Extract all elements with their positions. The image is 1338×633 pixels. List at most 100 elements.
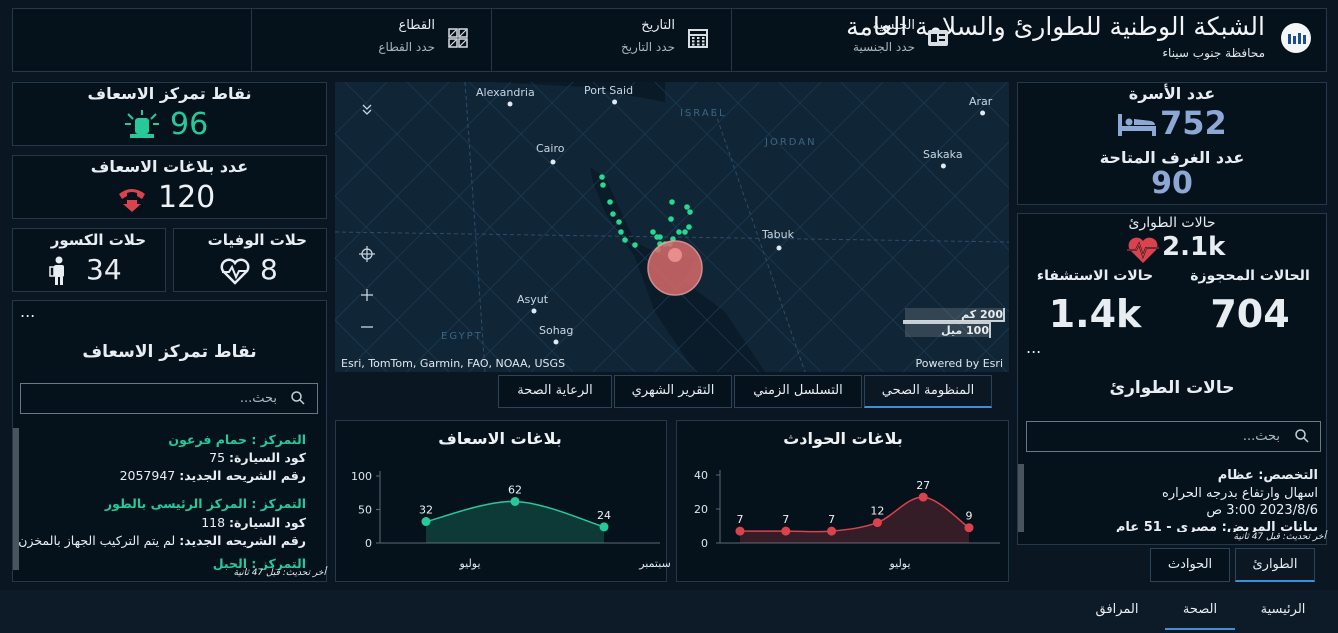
filter-placeholder[interactable]: حدد التاريخ <box>620 40 675 54</box>
filter-label[interactable]: القطاع <box>398 18 435 33</box>
tab-label[interactable]: المنظومة الصحي <box>881 383 975 398</box>
heart-icon <box>1127 237 1159 263</box>
country-label: EGYPT <box>441 331 483 342</box>
tab-label[interactable]: الطوارئ <box>1252 557 1298 572</box>
filter-icon <box>688 29 708 48</box>
map-grid <box>344 82 636 372</box>
station-name[interactable]: التمركز : الحبل <box>212 556 306 570</box>
case-line[interactable]: 2023/8/6 3:00 ص <box>1206 503 1318 518</box>
map-grid <box>840 203 1009 372</box>
nav-item[interactable]: المرافق <box>1082 592 1152 630</box>
menu-dots[interactable]: ... <box>1026 338 1042 357</box>
tab-label[interactable]: الرعاية الصحة <box>517 383 593 398</box>
icon <box>150 113 157 120</box>
icon <box>697 37 700 39</box>
tab-label[interactable]: التسلسل الزمني <box>753 383 843 398</box>
city-dot <box>980 110 986 116</box>
filter-divider <box>251 8 252 72</box>
filter-label[interactable]: الجنسية <box>872 18 915 33</box>
scale-bar <box>903 322 991 338</box>
icon <box>1118 126 1156 131</box>
y-tick-label: 100 <box>351 470 372 483</box>
kpi-value: 704 <box>1210 292 1290 336</box>
station-dot <box>632 242 638 248</box>
tab-label[interactable]: الحوادث <box>1167 557 1213 572</box>
icon <box>448 38 458 48</box>
field-label: كود السيارة: <box>229 515 306 530</box>
nav-item[interactable]: الصحة <box>1165 592 1235 630</box>
y-tick-label: 0 <box>365 537 372 550</box>
icon <box>60 277 63 285</box>
kpi-label: الحالات المحجوزة <box>1190 268 1310 284</box>
case-line[interactable]: بيانات المريض: مصرى - 51 عام <box>1115 520 1318 532</box>
map-grid <box>902 82 1009 189</box>
filter-label[interactable]: التاريخ <box>641 18 675 33</box>
search-placeholder[interactable]: بحث... <box>239 391 277 406</box>
nav-label[interactable]: المرافق <box>1095 602 1139 617</box>
map-grid <box>530 82 822 372</box>
station-dot <box>668 216 674 222</box>
icon <box>362 104 372 110</box>
search-box[interactable]: بحث... <box>20 383 318 414</box>
logo-bar <box>1293 36 1296 44</box>
info-row: كود السيارة: 75 <box>209 450 306 465</box>
scale-bar <box>903 308 1005 322</box>
filter-placeholder[interactable]: حدد القطاع <box>378 40 435 54</box>
city-dot <box>940 163 946 169</box>
icon <box>135 118 149 134</box>
nav-label[interactable]: الصحة <box>1182 602 1218 617</box>
icon <box>692 43 695 46</box>
city-label: Cairo <box>536 142 565 155</box>
icon <box>697 40 700 43</box>
y-tick-label: 50 <box>358 504 372 517</box>
kpi-value: 8 <box>260 253 278 286</box>
map-grid <box>468 82 760 372</box>
icon <box>1127 242 1159 258</box>
nav-label[interactable]: الرئيسية <box>1260 602 1306 617</box>
map: Alexandria Port Said ISRAEL Cairo JORDAN Arar… <box>335 82 1009 372</box>
city-label: Arar <box>969 95 993 108</box>
data-label: 27 <box>916 479 930 492</box>
map-powered: Powered by Esri <box>915 357 1003 370</box>
station-dot <box>599 174 605 180</box>
search-placeholder[interactable]: بحث... <box>1242 429 1280 444</box>
case-line[interactable]: اسهال وارتفاع بدرجه الحراره <box>1162 486 1318 501</box>
station-dot <box>622 237 628 243</box>
icon <box>1128 237 1158 263</box>
tab-label[interactable]: التقرير الشهري <box>631 383 715 398</box>
icon <box>55 277 58 285</box>
field-value: 2057947 <box>119 468 176 483</box>
point <box>781 526 791 536</box>
tab[interactable]: المنظومة الصحي <box>864 375 992 408</box>
tab[interactable]: التقرير الشهري <box>614 375 732 408</box>
filter-placeholder[interactable]: حدد الجنسية <box>853 40 915 54</box>
city-label: Sohag <box>539 324 574 337</box>
tab[interactable]: الطوارئ <box>1235 548 1315 582</box>
chart-panel <box>335 420 667 582</box>
tab[interactable]: التسلسل الزمني <box>734 375 862 408</box>
tab[interactable]: الرعاية الصحة <box>498 375 612 408</box>
scale-label: 100 ميل <box>905 324 989 337</box>
nav-item[interactable]: الرئيسية <box>1243 592 1323 630</box>
x-tick-label: يوليو <box>888 557 910 570</box>
kpi-card <box>1017 82 1327 205</box>
tab[interactable]: الحوادث <box>1150 548 1230 582</box>
map-attribution: Esri, TomTom, Garmin, FAO, NOAA, USGS <box>341 357 566 370</box>
icon <box>222 264 248 280</box>
search-box[interactable]: بحث... <box>1026 421 1321 452</box>
phone-icon <box>119 189 145 212</box>
field-label: رقم الشريحه الجديد: <box>179 533 306 548</box>
station-name[interactable]: التمركز : حمام فرعون <box>168 432 306 447</box>
map-grid <box>778 141 1009 372</box>
kpi-label: نقاط تمركز الاسعاف <box>87 84 252 103</box>
city-label: Sakaka <box>923 148 963 161</box>
kpi-value: 120 <box>158 180 216 215</box>
menu-dots[interactable]: ... <box>20 302 36 321</box>
case-line[interactable]: التخصص: عظام <box>1217 468 1318 483</box>
station-name[interactable]: التمركز : المركز الرئيسى بالطور <box>104 496 306 511</box>
icon <box>449 29 457 37</box>
info-row: رقم الشريحه الجديد: 2057947 <box>16 467 306 485</box>
icon <box>123 200 141 212</box>
point <box>735 526 745 536</box>
